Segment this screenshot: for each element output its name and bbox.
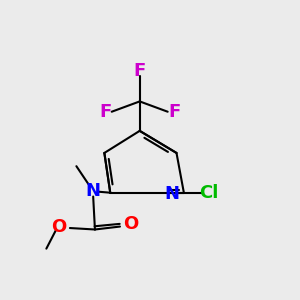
Text: N: N [85,182,100,200]
Text: Cl: Cl [199,184,219,202]
Text: O: O [51,218,66,236]
Text: O: O [123,215,138,233]
Text: F: F [134,62,146,80]
Text: F: F [168,103,180,121]
Text: F: F [99,103,111,121]
Text: N: N [164,185,179,203]
